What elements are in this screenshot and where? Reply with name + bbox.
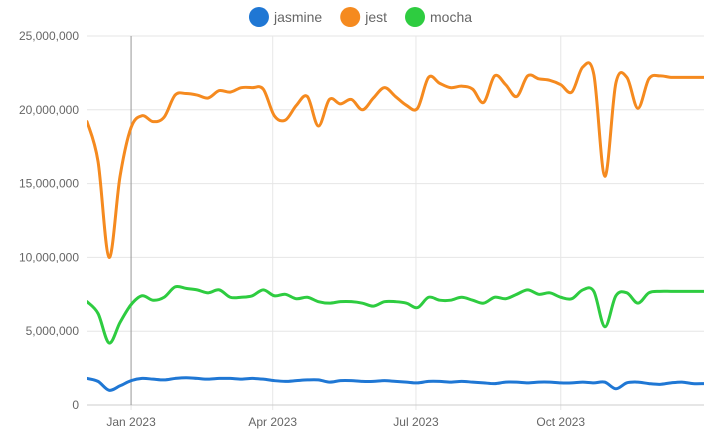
series-line-jest [87,61,704,259]
series-line-jasmine [87,376,704,392]
y-tick-label: 0 [72,398,79,412]
x-tick-label: Jul 2023 [393,415,439,429]
legend-item-jest[interactable]: jest [340,7,387,27]
y-tick-label: 15,000,000 [19,177,79,191]
series-lines [87,61,704,392]
x-tick-label: Oct 2023 [536,415,585,429]
legend-label-jasmine: jasmine [273,9,322,25]
axes: 0 5,000,000 10,000,000 15,000,000 20,000,000… [19,29,704,429]
y-tick-label: 10,000,000 [19,250,79,264]
legend-item-jasmine[interactable]: jasmine [248,7,322,27]
y-tick-label: 5,000,000 [26,324,80,338]
legend: jasmine jest mocha [248,7,472,27]
series-line-mocha [87,284,704,345]
legend-marker-jasmine [248,7,269,27]
y-tick-label: 20,000,000 [19,103,79,117]
legend-label-jest: jest [364,9,387,25]
y-tick-label: 25,000,000 [19,29,79,43]
grid [87,35,704,410]
legend-item-mocha[interactable]: mocha [405,7,472,27]
legend-label-mocha: mocha [430,9,472,25]
x-tick-label: Jan 2023 [106,415,156,429]
legend-marker-jest [340,7,361,27]
x-tick-label: Apr 2023 [248,415,297,429]
legend-marker-mocha [405,7,426,27]
